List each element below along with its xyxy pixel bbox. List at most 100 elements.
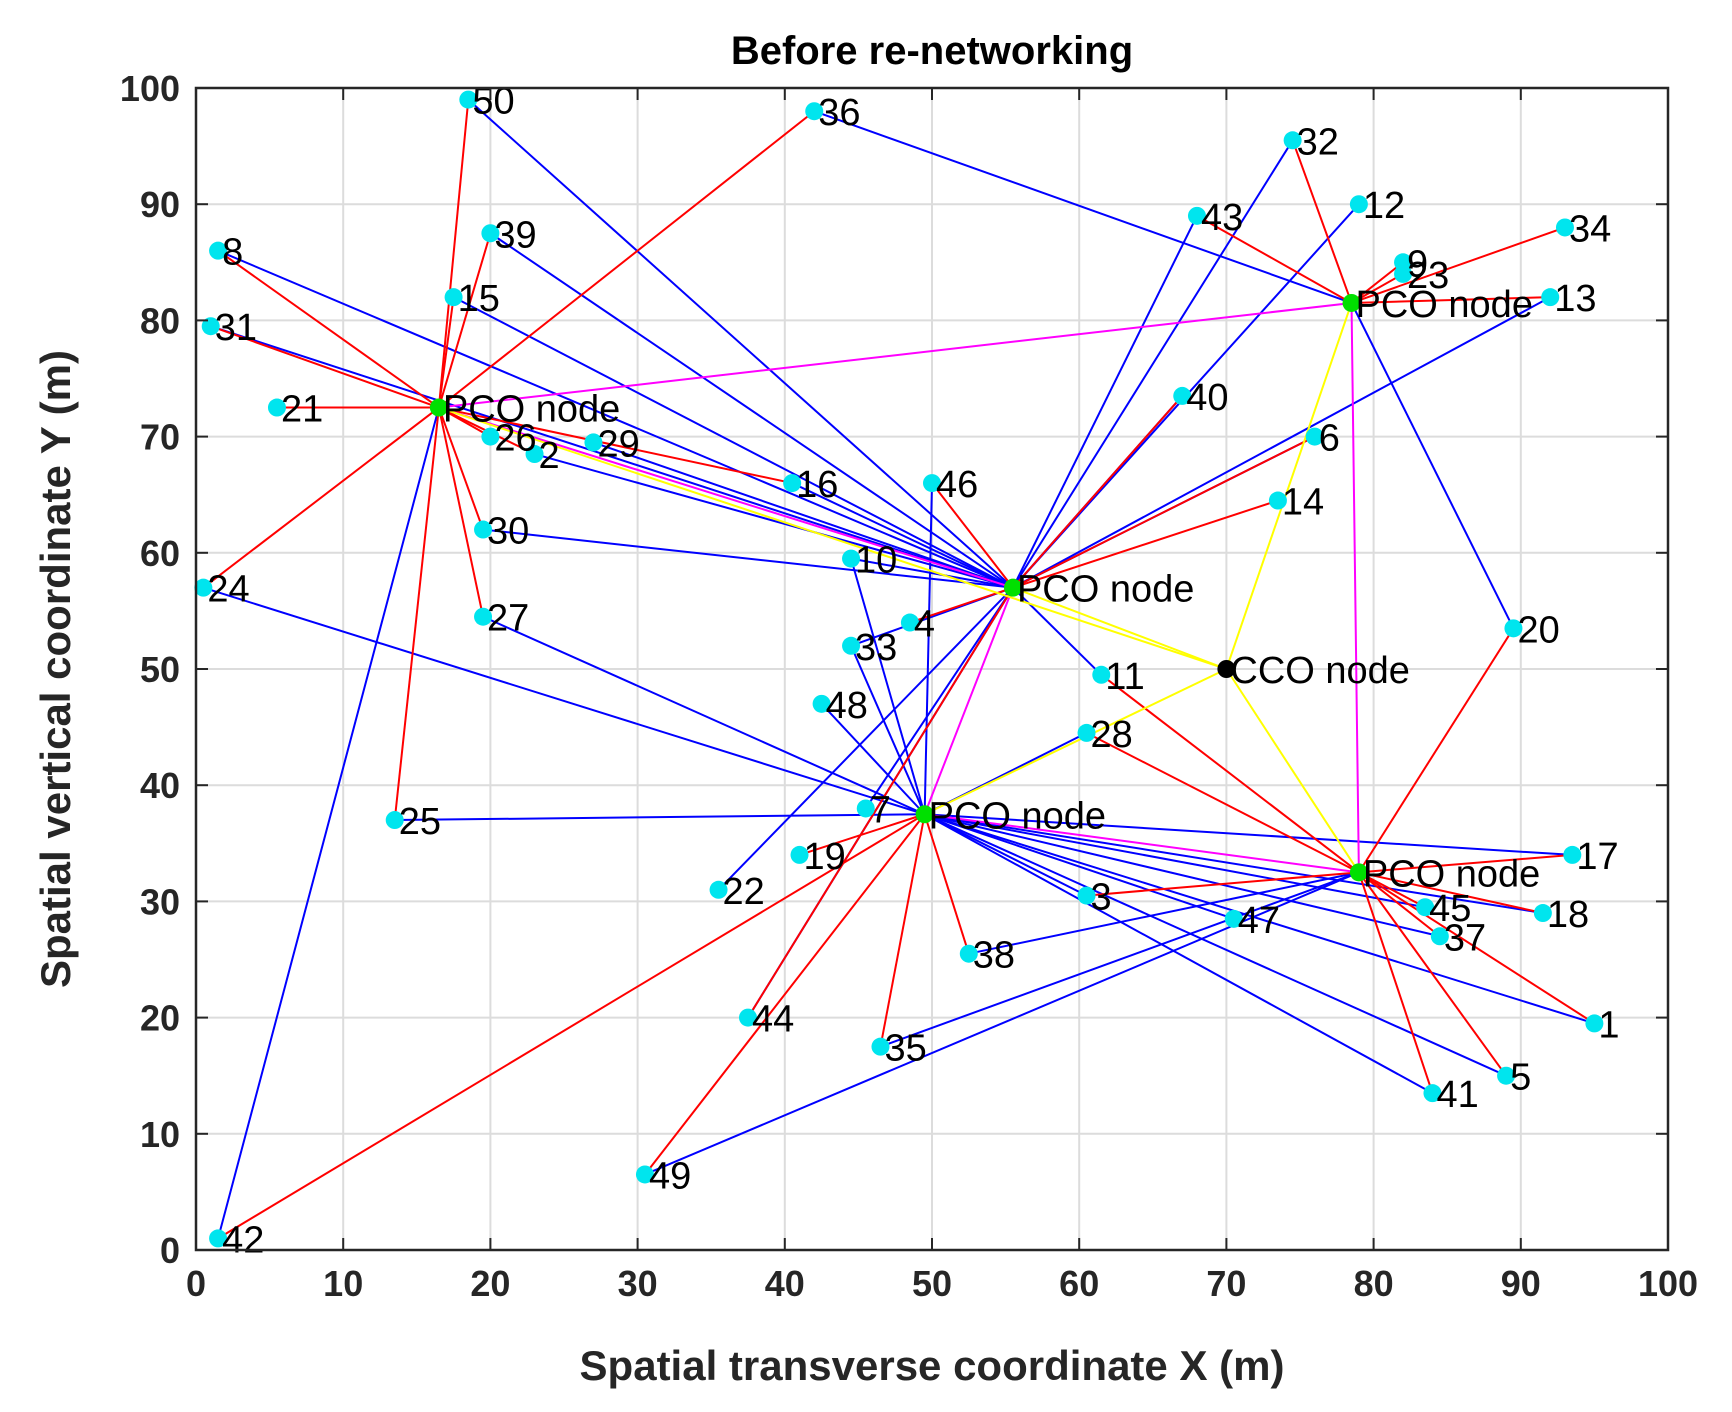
red-link — [1351, 273, 1404, 304]
station-marker — [1533, 904, 1552, 923]
station-label: 23 — [1407, 255, 1449, 297]
blue-link — [203, 586, 925, 816]
station-marker — [1283, 131, 1302, 150]
red-link — [923, 813, 970, 954]
red-link — [1086, 871, 1359, 897]
station-label: 10 — [855, 540, 897, 582]
station-marker — [1430, 927, 1449, 946]
station-label: 7 — [870, 789, 891, 831]
station-marker — [444, 288, 463, 307]
y-axis-label: Spatial vertical coordinate Y (m) — [32, 350, 79, 988]
station-marker — [1394, 264, 1413, 283]
red-link — [1012, 499, 1279, 589]
red-link — [217, 813, 926, 1240]
station-label: 19 — [804, 836, 846, 878]
station-label: 12 — [1363, 185, 1405, 227]
red-link — [438, 406, 793, 485]
red-link — [1358, 871, 1507, 1077]
station-marker — [1349, 195, 1368, 214]
station-marker — [1187, 206, 1206, 225]
station-marker — [900, 613, 919, 632]
station-label: 49 — [649, 1155, 691, 1197]
red-link — [393, 407, 440, 821]
blue-link — [467, 98, 1014, 589]
x-tick-label: 20 — [470, 1263, 510, 1304]
station-marker — [1497, 1066, 1516, 1085]
station-label: 37 — [1444, 917, 1486, 959]
y-tick-label: 60 — [140, 533, 180, 574]
pco-label: PCO node — [443, 389, 620, 431]
blue-link — [850, 645, 926, 815]
red-link — [1358, 871, 1544, 914]
station-label: 44 — [752, 999, 794, 1041]
station-label: 4 — [914, 604, 935, 646]
red-link — [217, 249, 440, 409]
blue-link — [1012, 215, 1198, 589]
station-label: 3 — [1091, 877, 1112, 919]
station-label: 32 — [1297, 121, 1339, 163]
station-marker — [267, 398, 286, 417]
x-tick-label: 0 — [186, 1263, 206, 1304]
station-label: 27 — [487, 598, 529, 640]
station-marker — [1541, 288, 1560, 307]
blue-link — [924, 813, 1088, 897]
station-label: 13 — [1554, 278, 1596, 320]
blue-link — [210, 325, 1014, 589]
red-link — [1351, 226, 1566, 304]
pco-label: PCO node — [929, 795, 1106, 837]
blue-link — [482, 615, 926, 816]
pco-marker — [1349, 863, 1368, 882]
pco-marker — [429, 398, 448, 417]
x-tick-label: 60 — [1059, 1263, 1099, 1304]
station-label: 39 — [494, 214, 536, 256]
red-link — [1196, 214, 1353, 304]
tick-labels: 0 10 20 30 40 50 60 70 80 90 100 0 10 20 30 40 50 60 70 80 9… — [120, 68, 1698, 1304]
station-label: 16 — [796, 464, 838, 506]
blue-link — [791, 482, 1014, 589]
blue-link — [924, 813, 1595, 1025]
station-marker — [856, 799, 875, 818]
blue-link — [482, 528, 1014, 589]
blue-link — [489, 232, 1014, 589]
station-label: 38 — [973, 935, 1015, 977]
y-tick-label: 30 — [140, 881, 180, 922]
station-label: 46 — [936, 464, 978, 506]
station-label: 1 — [1598, 1004, 1619, 1046]
station-label: 35 — [884, 1028, 926, 1070]
x-tick-label: 10 — [323, 1263, 363, 1304]
blue-link — [813, 110, 1352, 304]
red-link — [931, 482, 1014, 589]
red-link — [1358, 871, 1426, 909]
links — [202, 98, 1595, 1240]
x-tick-label: 100 — [1638, 1263, 1698, 1304]
y-tick-label: 90 — [140, 184, 180, 225]
y-tick-label: 50 — [140, 649, 180, 690]
pco-label: PCO node — [1363, 853, 1540, 895]
blue-link — [924, 813, 1426, 909]
red-link — [1358, 627, 1515, 873]
station-marker — [1268, 491, 1287, 510]
station-label: 6 — [1319, 418, 1340, 460]
y-tick-label: 80 — [140, 300, 180, 341]
blue-link — [924, 813, 1433, 1095]
station-label: 34 — [1569, 208, 1611, 250]
station-marker — [1555, 218, 1574, 237]
blue-link — [1012, 296, 1551, 589]
station-label: 5 — [1510, 1057, 1531, 1099]
station-label: 9 — [1407, 243, 1428, 285]
station-marker — [1504, 619, 1523, 638]
blue-link — [820, 703, 926, 815]
station-label: 26 — [494, 418, 536, 460]
red-link — [437, 407, 485, 617]
station-marker — [1416, 898, 1435, 917]
y-tick-label: 20 — [140, 998, 180, 1039]
station-marker — [709, 880, 728, 899]
blue-link — [394, 813, 925, 822]
station-marker — [1563, 845, 1582, 864]
station-marker — [1077, 723, 1096, 742]
blue-link — [217, 249, 1014, 589]
red-link — [747, 587, 1014, 1019]
red-link — [1351, 296, 1551, 304]
station-label: 28 — [1091, 714, 1133, 756]
station-label: 41 — [1436, 1074, 1478, 1116]
